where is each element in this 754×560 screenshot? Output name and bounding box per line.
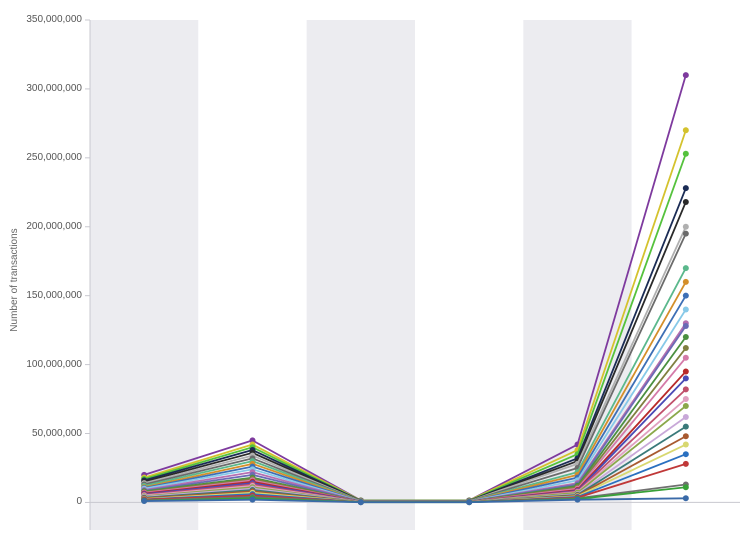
chart-canvas bbox=[0, 0, 754, 560]
line-chart: Number of transactions 050,000,000100,00… bbox=[0, 0, 754, 560]
